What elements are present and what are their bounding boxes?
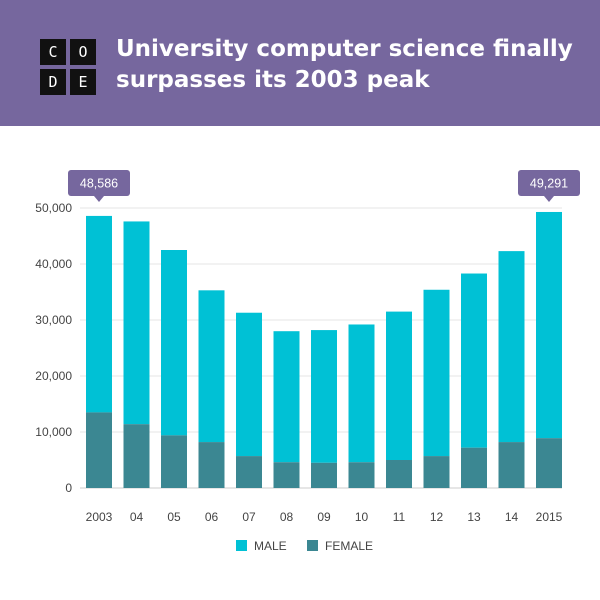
bar-male (161, 250, 187, 436)
bar-male (198, 290, 225, 443)
y-tick-label: 40,000 (35, 257, 72, 271)
bar-female (461, 447, 487, 488)
bar-female (161, 435, 187, 488)
callout-box (518, 170, 580, 196)
bar-female (423, 456, 450, 488)
x-tick-label: 2003 (86, 510, 113, 524)
legend-swatch (236, 540, 247, 551)
bar-chart: 0 10,000 20,000 30,000 40,000 50,000 2003 04 05 0… (35, 170, 580, 553)
bar-female (536, 438, 562, 488)
legend-swatch (307, 540, 318, 551)
bar-male (236, 312, 262, 457)
legend-label: MALE (254, 539, 287, 553)
data-label: 49,291 (530, 177, 568, 191)
callout-box (68, 170, 130, 196)
x-tick-label: 13 (467, 510, 481, 524)
bar-male (423, 289, 450, 457)
bar-male (311, 330, 337, 463)
x-tick-label: 08 (280, 510, 294, 524)
y-tick-label: 0 (65, 481, 72, 495)
bar-male (386, 311, 412, 460)
bar-female (498, 442, 525, 488)
legend-label: FEMALE (325, 539, 373, 553)
y-tick-label: 10,000 (35, 425, 72, 439)
bar-female (273, 462, 300, 488)
code-logo: C O D E (40, 39, 96, 95)
bar-female (86, 412, 112, 488)
bar-male (461, 273, 487, 448)
callout-pointer (94, 196, 104, 202)
bar-female (123, 424, 150, 488)
logo-letter-o: O (70, 39, 96, 65)
bar-female (236, 456, 262, 488)
data-label: 48,586 (80, 177, 118, 191)
y-tick-label: 50,000 (35, 201, 72, 215)
bar-female (348, 462, 375, 488)
x-tick-label: 10 (355, 510, 369, 524)
logo-letter-e: E (70, 69, 96, 95)
x-tick-label: 14 (505, 510, 519, 524)
x-tick-label: 09 (317, 510, 331, 524)
chart-title: University computer science finally surp… (116, 36, 573, 93)
bar-female (386, 460, 412, 488)
bar-male (536, 211, 562, 439)
logo-letter-d: D (40, 69, 66, 95)
x-tick-label: 11 (393, 510, 406, 524)
bar-male (273, 331, 300, 463)
x-tick-label: 04 (130, 510, 144, 524)
bar-female (198, 442, 225, 488)
bar-male (123, 221, 150, 425)
header-banner: C O D E University computer science fina… (0, 0, 600, 126)
bar-male (86, 215, 112, 413)
y-tick-label: 20,000 (35, 369, 72, 383)
x-tick-label: 12 (430, 510, 444, 524)
logo-letter-c: C (40, 39, 66, 65)
bar-male (348, 324, 375, 463)
x-tick-label: 07 (242, 510, 256, 524)
bar-female (311, 462, 337, 488)
y-tick-label: 30,000 (35, 313, 72, 327)
bar-male (498, 251, 525, 443)
x-tick-label: 2015 (536, 510, 563, 524)
x-tick-label: 06 (205, 510, 219, 524)
callout-pointer (544, 196, 554, 202)
x-tick-label: 05 (167, 510, 181, 524)
